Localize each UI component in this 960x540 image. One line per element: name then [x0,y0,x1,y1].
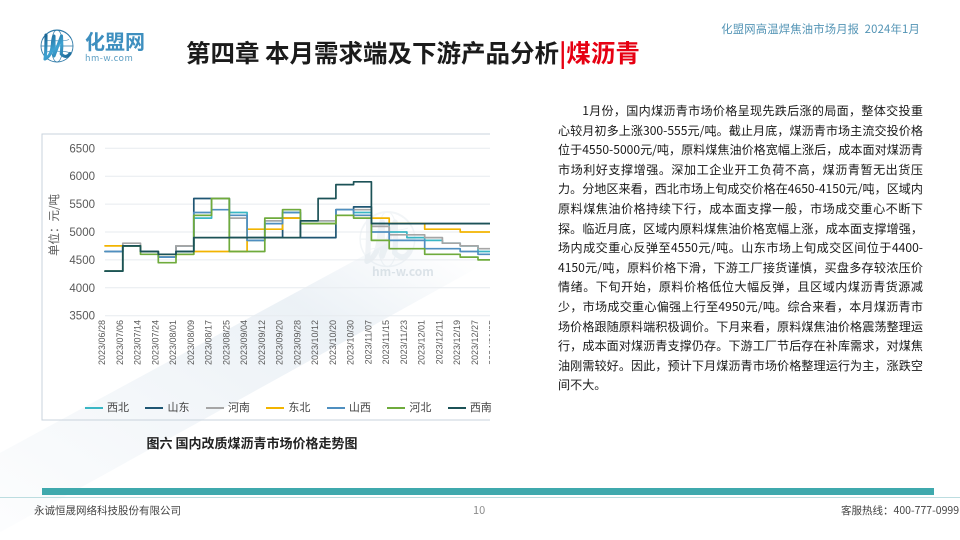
svg-text:2023/08/17: 2023/08/17 [204,320,214,365]
svg-text:2023/11/15: 2023/11/15 [381,320,391,364]
svg-text:2023/08/25: 2023/08/25 [221,320,231,365]
svg-text:6500: 6500 [69,143,95,155]
svg-text:2023/10/20: 2023/10/20 [328,320,338,365]
svg-text:2023/08/01: 2023/08/01 [168,320,178,365]
svg-text:2023/11/07: 2023/11/07 [363,320,373,364]
svg-text:2023/12/27: 2023/12/27 [470,320,480,365]
svg-text:2023/07/14: 2023/07/14 [133,320,143,365]
svg-text:2023/10/12: 2023/10/12 [310,320,320,365]
svg-text:2023/06/28: 2023/06/28 [97,320,107,365]
svg-text:2023/11/23: 2023/11/23 [399,320,409,364]
svg-text:2023/09/28: 2023/09/28 [292,320,302,365]
svg-text:4500: 4500 [69,255,95,267]
svg-text:6000: 6000 [69,171,95,183]
svg-text:4000: 4000 [69,283,95,295]
svg-text:单位：元/吨: 单位：元/吨 [46,194,62,257]
svg-text:2023/09/04: 2023/09/04 [239,320,249,365]
svg-text:2023/12/11: 2023/12/11 [434,320,444,364]
svg-text:2023/12/01: 2023/12/01 [417,320,427,365]
svg-text:2023/12/19: 2023/12/19 [452,320,462,365]
svg-text:2023/10/30: 2023/10/30 [346,320,356,365]
svg-text:2023/09/12: 2023/09/12 [257,320,267,365]
svg-text:2023/07/06: 2023/07/06 [115,320,125,365]
svg-text:3500: 3500 [69,311,95,323]
svg-text:5000: 5000 [69,227,95,239]
svg-text:2023/07/24: 2023/07/24 [150,320,160,365]
svg-text:2023/09/20: 2023/09/20 [275,320,285,365]
svg-text:2023/08/09: 2023/08/09 [186,320,196,365]
svg-text:5500: 5500 [69,199,95,211]
